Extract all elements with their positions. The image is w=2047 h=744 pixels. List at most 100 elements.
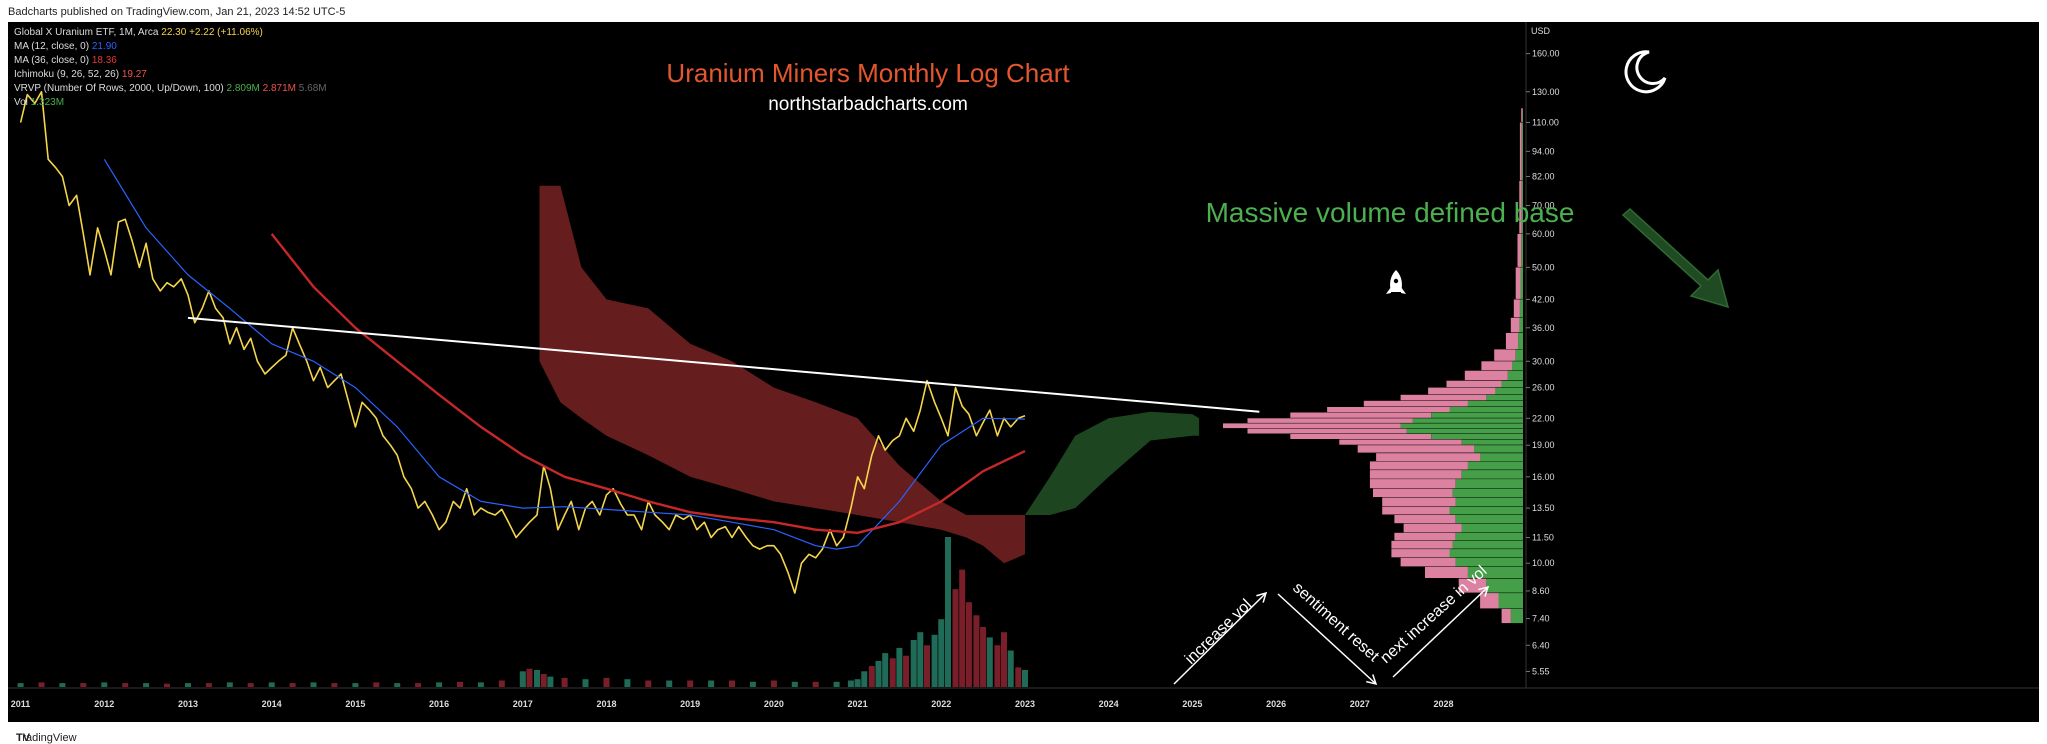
chart-area[interactable]: USD 160.00 130.00 110.00 94.00 82.00 70.00 60.0… [8,22,2039,722]
ma12-line [103,158,1026,550]
legend-symbol-label: Global X Uranium ETF, 1M, Arca [14,27,159,38]
volume-bar [561,677,568,687]
volume-bar [352,683,359,687]
legend-ichimoku-value: 19.27 [121,69,147,80]
vrvp-down-bar [1521,108,1523,122]
rocket-fins [1386,287,1406,294]
vrvp-down-bar [1480,593,1499,609]
price-tick-label: 16.00 [1532,472,1555,482]
volume-bar [247,683,254,687]
ma36-line [270,233,1026,534]
vrvp-up-bar [1449,407,1523,413]
chart-title: Uranium Miners Monthly Log Chart [666,58,1070,88]
vrvp-up-bar [1452,540,1523,549]
price-tick-label: 160.00 [1532,49,1560,59]
time-tick-label: 2020 [764,699,784,709]
volume-bar [268,682,275,687]
volume-bar [882,653,889,687]
volume-bar [226,682,233,687]
volume-bar [1015,667,1022,687]
legend-vrvp-label: VRVP (Number Of Rows, 2000, Up/Down, 100… [14,83,224,94]
ichimoku-cloud-bull [1025,411,1200,515]
time-tick-label: 2027 [1350,699,1370,709]
volume-bar [80,683,87,687]
vrvp-up-bar [1406,428,1523,434]
vrvp-down-bar [1513,299,1520,318]
time-tick-label: 2016 [429,699,449,709]
volume-bar [582,679,589,687]
vrvp-up-bar [1522,108,1523,122]
vrvp-down-bar [1290,434,1432,439]
time-axis-bg [8,688,2039,722]
vrvp-up-bar [1519,299,1523,318]
vrvp-up-bar [1520,267,1523,299]
volume-bar [708,680,715,687]
volume-bar [875,660,882,687]
volume-bar [498,680,505,687]
time-tick-label: 2015 [345,699,365,709]
vrvp-up-bar [1486,394,1523,401]
publish-header: Badcharts published on TradingView.com, … [0,0,2047,22]
price-tick-label: 26.00 [1532,383,1555,393]
legend-ma12-label: MA (12, close, 0) [14,41,90,52]
time-tick-label: 2028 [1433,699,1453,709]
volume-bar [749,681,756,687]
price-tick-label: 36.00 [1532,323,1555,333]
chart-svg[interactable]: USD 160.00 130.00 110.00 94.00 82.00 70.00 60.0… [8,22,2039,722]
vrvp-up-bar [1461,523,1523,533]
volume-bar [666,680,673,687]
legend-ma36-row[interactable]: MA (36, close, 0) 18.36 [14,54,327,68]
vrvp-down-bar [1505,333,1519,349]
sentiment-reset-label: sentiment reset [1289,579,1382,665]
vrvp-down-bar [1394,515,1456,524]
vrvp-down-bar [1369,461,1468,470]
next-increase-label: next increase in vol [1377,563,1490,667]
sentiment-reset-arrow [1277,593,1377,685]
legend-ma12-row[interactable]: MA (12, close, 0) 21.90 [14,40,327,54]
volume-bar [889,658,896,687]
ichimoku-cloud-bear [539,185,1025,564]
vrvp-down-bar [1339,439,1462,445]
volume-bar [868,666,875,687]
price-tick-label: 82.00 [1532,171,1555,181]
vrvp-down-bar [1515,267,1521,299]
vrvp-up-bar [1431,434,1523,439]
vrvp-up-bar [1521,233,1523,267]
legend-ichimoku-row[interactable]: Ichimoku (9, 26, 52, 26) 19.27 [14,68,327,82]
volume-bar [373,682,380,687]
time-tick-label: 2023 [1015,699,1035,709]
volume-bar [770,680,777,687]
legend-vol-row[interactable]: Vol 1.323M [14,96,327,110]
vrvp-up-bar [1521,122,1523,181]
vrvp-down-bar [1517,233,1522,267]
vrvp-up-bar [1501,380,1523,388]
price-tick-label: 130.00 [1532,87,1560,97]
volume-bar [1001,632,1007,687]
volume-bar [534,670,540,687]
price-tick-label: 30.00 [1532,356,1555,366]
legend-vrvp-row[interactable]: VRVP (Number Of Rows, 2000, Up/Down, 100… [14,82,327,96]
increase-vol-label: increase vol [1182,596,1255,668]
vrvp-up-bar [1518,333,1523,349]
volume-bar [973,615,980,687]
vrvp-down-bar [1382,497,1456,507]
time-tick-label: 2017 [513,699,533,709]
volume-bar [910,640,917,687]
volume-bar [101,682,108,687]
volume-bar [547,676,554,687]
vrvp-up-bar [1519,317,1523,333]
volume-bar [164,683,170,687]
time-tick-label: 2013 [178,699,198,709]
vrvp-down-bar [1369,479,1456,489]
vrvp-down-bar [1373,488,1453,497]
legend-vrvp-v3: 5.68M [298,83,327,94]
legend-symbol-row[interactable]: Global X Uranium ETF, 1M, Arca 22.30 +2.… [14,26,327,40]
legend-ma12-value: 21.90 [91,41,117,52]
resistance-trendline [187,316,1260,413]
vrvp-up-bar [1412,418,1523,423]
volume-bar [854,679,861,687]
vrvp-down-bar [1510,317,1520,333]
volume-bar [1022,670,1028,687]
vrvp-down-bar [1363,400,1468,407]
vrvp-up-bar [1461,439,1523,445]
